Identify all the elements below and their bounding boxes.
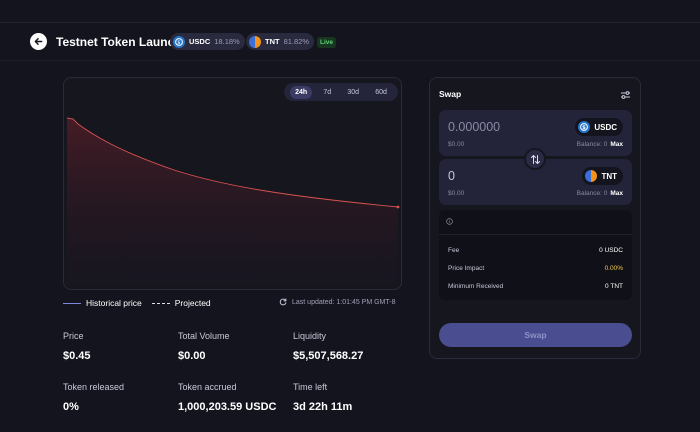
- latest-price-point: [396, 205, 400, 209]
- chart-legend: Historical price Projected: [63, 298, 211, 308]
- to-token-symbol: TNT: [601, 171, 617, 181]
- tab-24h[interactable]: 24h: [290, 85, 313, 99]
- page-title: Testnet Token Launch: [56, 35, 182, 49]
- token-share: 18.18%: [214, 37, 240, 46]
- to-max-button[interactable]: Max: [610, 190, 623, 197]
- last-updated-text: Last updated: 1:01:45 PM GMT-8: [292, 298, 396, 306]
- token-symbol: USDC: [189, 37, 211, 46]
- flip-tokens-button[interactable]: [524, 148, 546, 170]
- from-amount-input[interactable]: 0.000000: [448, 120, 501, 134]
- stat-time-left-value: 3d 22h 11m: [293, 401, 353, 413]
- time-range-tabs: 24h 7d 30d 60d: [284, 83, 398, 101]
- tnt-icon: [249, 35, 261, 48]
- from-balance-text: Balance: 0: [576, 141, 608, 148]
- price-chart: 24h 7d 30d 60d: [63, 77, 402, 290]
- arrow-left-icon: [34, 38, 43, 45]
- historical-price-line: [66, 117, 399, 208]
- swap-title: Swap: [439, 89, 462, 99]
- projected-legend-swatch: [151, 302, 170, 304]
- fee-row: Fee 0 USDC: [448, 247, 623, 254]
- minimum-received-row: Minimum Received 0 TNT: [448, 283, 623, 290]
- back-button[interactable]: [30, 33, 47, 50]
- swap-button[interactable]: Swap: [439, 323, 632, 347]
- token-symbol: TNT: [265, 37, 280, 46]
- swap-arrows-icon: [530, 154, 540, 164]
- stat-released-value: 0%: [63, 401, 79, 413]
- top-divider: [0, 22, 700, 23]
- tab-7d[interactable]: 7d: [323, 88, 332, 96]
- token-share: 81.82%: [283, 37, 310, 46]
- tab-30d[interactable]: 30d: [347, 88, 360, 96]
- swap-details: Fee 0 USDC Price Impact 0.00% Minimum Re…: [439, 210, 632, 300]
- to-balance-text: Balance: 0: [576, 190, 608, 197]
- token-pill-tnt: TNT 81.82%: [246, 33, 315, 50]
- header-divider: [0, 60, 700, 61]
- usdc-icon: $: [578, 121, 591, 133]
- svg-text:$: $: [177, 40, 180, 46]
- stat-liquidity-value: $5,507,568.27: [293, 350, 364, 362]
- from-usd-value: $0.00: [448, 141, 465, 148]
- minimum-received-label: Minimum Received: [448, 283, 504, 290]
- tnt-icon: [585, 170, 598, 182]
- stat-time-left-label: Time left: [293, 382, 328, 392]
- live-badge: Live: [317, 37, 337, 48]
- stat-volume-value: $0.00: [178, 350, 206, 362]
- from-token-selector[interactable]: $ USDC: [575, 118, 623, 136]
- stat-price-value: $0.45: [63, 350, 91, 362]
- fee-value: 0 USDC: [599, 247, 623, 254]
- price-impact-value: 0.00%: [604, 265, 623, 272]
- to-usd-value: $0.00: [448, 190, 465, 197]
- from-token-symbol: USDC: [594, 122, 617, 132]
- last-updated: Last updated: 1:01:45 PM GMT-8: [279, 298, 396, 306]
- usdc-icon: $: [173, 35, 185, 48]
- stat-released-label: Token released: [63, 382, 125, 392]
- price-impact-row: Price Impact 0.00%: [448, 265, 623, 272]
- price-area: [67, 118, 398, 289]
- from-balance: Balance: 0 Max: [577, 141, 623, 148]
- price-impact-label: Price Impact: [448, 265, 485, 272]
- stat-price-label: Price: [63, 331, 84, 341]
- price-chart-plot: [66, 117, 400, 289]
- info-icon[interactable]: [446, 218, 453, 225]
- fee-label: Fee: [448, 247, 460, 254]
- refresh-icon[interactable]: [279, 298, 287, 306]
- settings-sliders-icon[interactable]: [620, 90, 631, 100]
- stat-accrued-label: Token accrued: [178, 382, 237, 392]
- to-token-selector[interactable]: TNT: [582, 167, 623, 185]
- stat-accrued-value: 1,000,203.59 USDC: [178, 401, 277, 413]
- token-pill-usdc: $ USDC 18.18%: [170, 33, 245, 50]
- minimum-received-value: 0 TNT: [605, 283, 623, 290]
- to-balance: Balance: 0 Max: [577, 190, 623, 197]
- swap-panel: Swap 0.000000 $0.00 $ USDC Balance: 0 Max…: [429, 77, 641, 359]
- to-amount-input[interactable]: 0: [448, 169, 455, 183]
- historical-legend-label: Historical price: [86, 298, 142, 308]
- stat-volume-label: Total Volume: [178, 331, 230, 341]
- projected-legend-label: Projected: [174, 298, 211, 308]
- historical-legend-swatch: [63, 302, 81, 304]
- tab-60d[interactable]: 60d: [375, 88, 387, 96]
- svg-text:$: $: [583, 125, 587, 131]
- details-divider: [439, 234, 632, 235]
- stat-liquidity-label: Liquidity: [293, 331, 327, 341]
- from-max-button[interactable]: Max: [610, 141, 623, 148]
